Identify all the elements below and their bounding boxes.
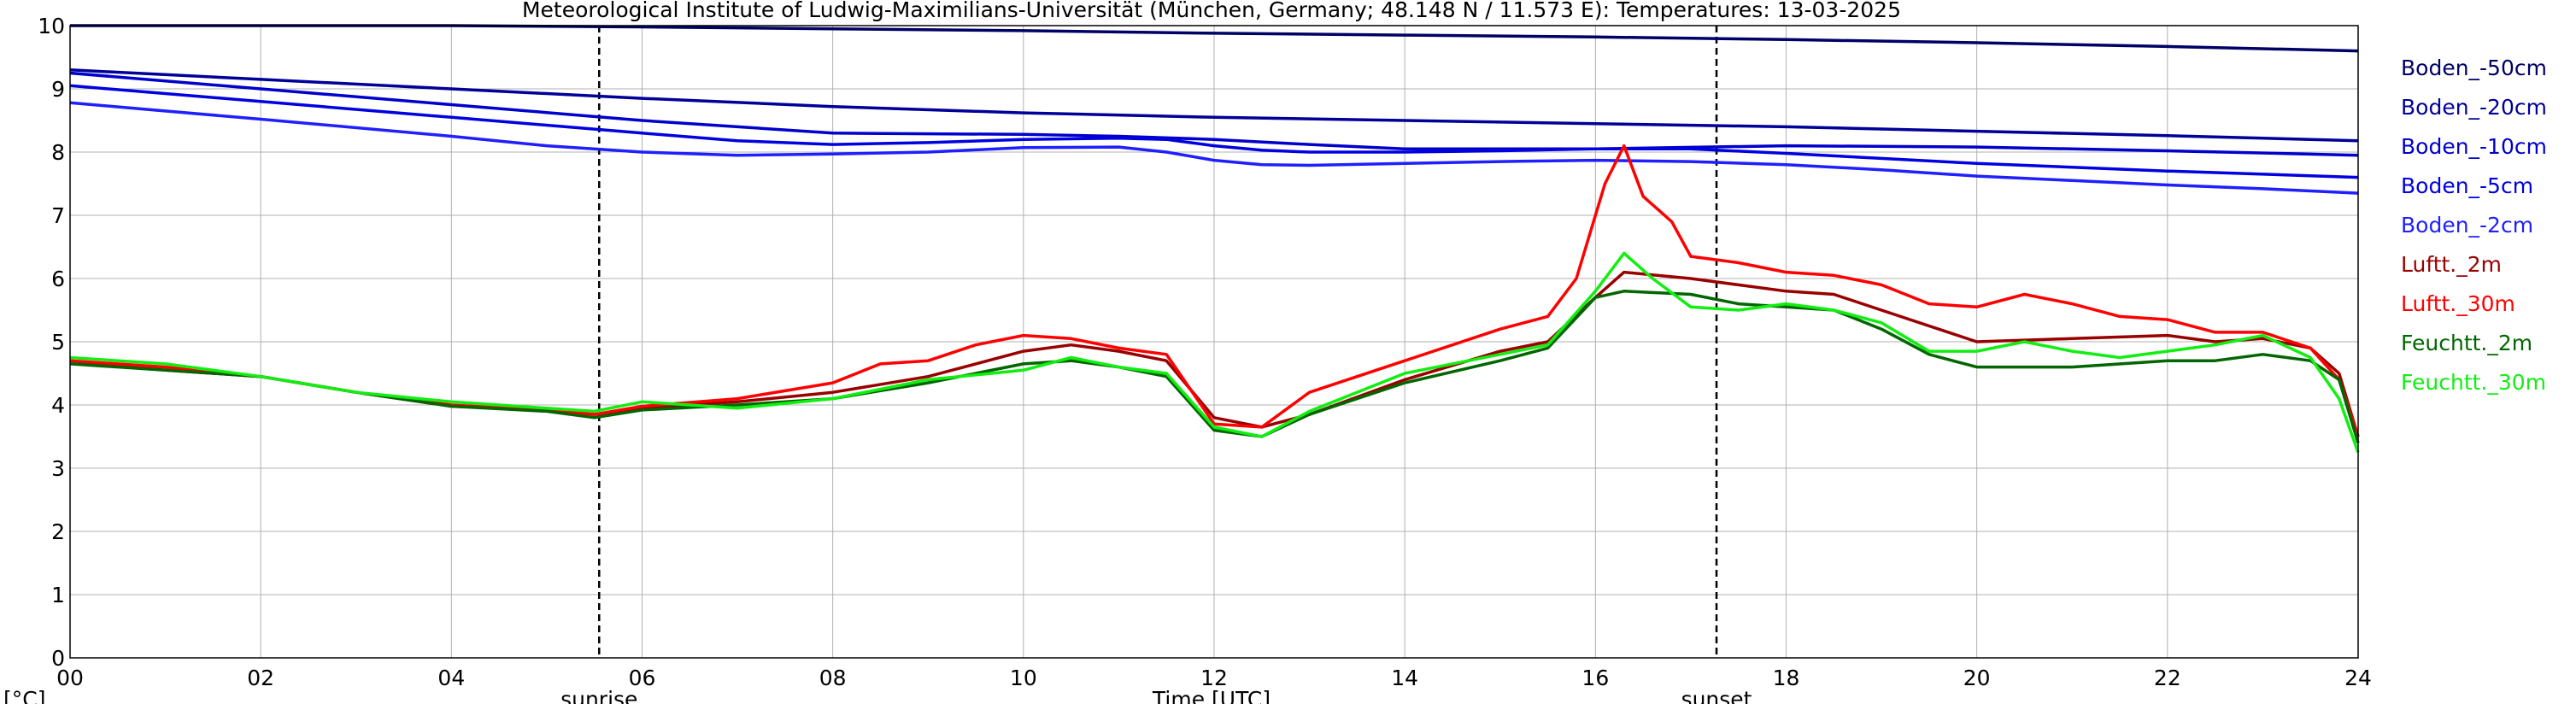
sunset-label: sunset <box>1681 687 1752 704</box>
series-line-Boden_-5cm <box>69 84 2359 179</box>
x-tick-label: 20 <box>1963 666 1991 690</box>
legend-entry-Feuchtt._2m: Feuchtt._2m <box>2401 331 2532 355</box>
y-tick-label: 10 <box>38 14 65 38</box>
legend: Boden_-50cm Boden_-20cm Boden_-10cm Boden_-… <box>2401 56 2547 395</box>
y-tick-label: 7 <box>51 203 65 228</box>
x-tick-label: 12 <box>1200 666 1228 690</box>
plot-frame <box>69 25 2359 659</box>
legend-entry-Boden_-5cm: Boden_-5cm <box>2401 173 2533 198</box>
y-tick-label: 1 <box>51 583 65 607</box>
legend-entry-Boden_-50cm: Boden_-50cm <box>2401 56 2547 80</box>
x-tick-label: 16 <box>1581 666 1609 690</box>
y-tick-label: 4 <box>51 393 65 418</box>
series-line-Luftt._30m <box>69 144 2360 437</box>
y-tick-label: 8 <box>51 140 65 165</box>
x-tick-label: 14 <box>1391 666 1418 690</box>
legend-entry-Boden_-2cm: Boden_-2cm <box>2401 213 2533 238</box>
y-tick-label: 6 <box>51 267 65 291</box>
y-tick-label: 5 <box>51 330 65 355</box>
y-tick-label: 2 <box>51 519 65 544</box>
x-tick-label: 04 <box>437 666 465 690</box>
y-axis-unit-label: [°C] <box>3 687 45 704</box>
series-line-Feuchtt._2m <box>69 290 2360 443</box>
x-tick-label: 00 <box>56 666 84 690</box>
x-tick-label: 06 <box>629 666 656 690</box>
y-tick-label: 0 <box>51 646 65 671</box>
legend-entry-Feuchtt._30m: Feuchtt._30m <box>2401 370 2546 395</box>
series-line-Feuchtt._30m <box>69 251 2360 454</box>
sunrise-label: sunrise <box>560 687 637 704</box>
y-tick-label: 3 <box>51 456 65 481</box>
y-tick-label: 9 <box>51 77 65 102</box>
x-axis-label: Time [UTC] <box>1152 687 1270 704</box>
series-line-Boden_-10cm <box>69 71 2359 157</box>
series-line-Boden_-20cm <box>69 68 2359 143</box>
legend-entry-Boden_-20cm: Boden_-20cm <box>2401 95 2547 120</box>
legend-entry-Luftt._2m: Luftt._2m <box>2401 252 2502 277</box>
x-tick-label: 18 <box>1773 666 1800 690</box>
x-tick-label: 08 <box>819 666 847 690</box>
x-tick-label: 02 <box>247 666 274 690</box>
x-tick-label: 10 <box>1010 666 1037 690</box>
series-line-Boden_-2cm <box>69 101 2359 195</box>
chart-title: Meteorological Institute of Ludwig-Maxim… <box>522 0 1901 22</box>
legend-entry-Luftt._30m: Luftt._30m <box>2401 291 2515 316</box>
x-tick-label: 22 <box>2154 666 2181 690</box>
x-tick-label: 24 <box>2344 666 2372 690</box>
legend-entry-Boden_-10cm: Boden_-10cm <box>2401 134 2547 159</box>
